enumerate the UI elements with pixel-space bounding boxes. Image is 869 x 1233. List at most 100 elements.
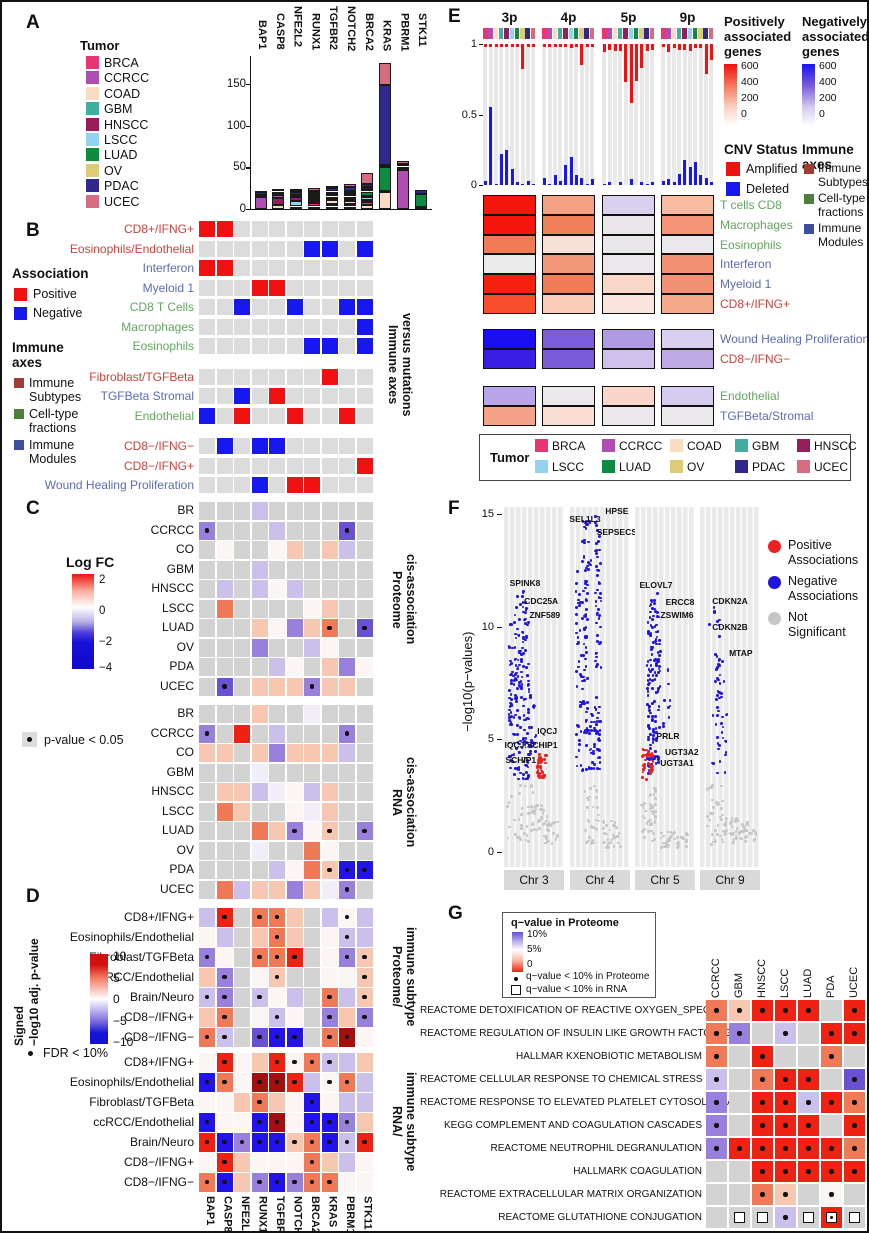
scatter-point — [584, 729, 587, 732]
signed-pvalue-cell — [321, 968, 338, 987]
scatter-point — [519, 603, 523, 607]
immune-axes-swatch-e — [804, 224, 814, 234]
scatter-point — [547, 821, 551, 825]
scatter-point — [658, 650, 662, 654]
g-dot-legend-swatch — [512, 975, 520, 983]
logfc-cell — [234, 599, 250, 618]
scatter-point — [588, 732, 592, 736]
association-cell — [356, 457, 373, 474]
scatter-point — [598, 548, 602, 552]
scatter-point — [518, 685, 522, 689]
scatter-point — [539, 774, 543, 778]
significance-dot — [737, 1146, 742, 1151]
association-cell — [304, 221, 320, 237]
logfc-cell — [269, 783, 285, 801]
association-cell — [356, 240, 373, 257]
cnv-immune-cell — [542, 195, 595, 215]
amplified-bar — [494, 44, 498, 47]
scatter-point — [721, 715, 724, 719]
scatter-point — [584, 635, 588, 639]
f-ytick-mark — [497, 852, 502, 854]
scatter-point — [598, 739, 602, 743]
scatter-point — [643, 748, 647, 752]
amplified-bar — [553, 44, 557, 47]
scatter-point — [594, 731, 598, 735]
scatter-point — [643, 828, 647, 832]
tumor-legend-label: PDAC — [104, 179, 139, 194]
signed-pvalue-tick-label: 5 — [113, 970, 120, 985]
g-legend-title: q−value in Proteome — [511, 917, 619, 929]
bar-segment — [325, 206, 338, 209]
scatter-point — [615, 825, 619, 829]
scatter-point — [680, 836, 683, 839]
scatter-point — [515, 671, 519, 675]
logfc-cell — [286, 560, 303, 579]
deleted-bar — [543, 177, 547, 185]
scatter-point — [729, 822, 732, 825]
scatter-point — [734, 835, 738, 838]
scatter-point — [710, 843, 714, 846]
scatter-point — [597, 617, 601, 621]
scatter-point — [584, 719, 588, 723]
amplified-bar — [569, 44, 573, 49]
scatter-point — [589, 558, 593, 562]
signed-pvalue-cell — [269, 1028, 285, 1047]
scatter-point — [652, 733, 655, 737]
cnv-immune-cell — [483, 234, 536, 255]
logfc-cell — [251, 677, 268, 696]
tumor-legend-label: BRCA — [104, 56, 139, 70]
significance-dot — [760, 1008, 765, 1013]
deleted-bar — [629, 179, 633, 185]
association-cell — [269, 388, 285, 404]
logfc-cell — [216, 822, 233, 840]
significance-dot — [783, 1192, 788, 1197]
amplified-bar — [574, 44, 578, 47]
immune-subtype-row-label: CD8−/IFNG− — [123, 1175, 194, 1189]
scatter-point — [535, 804, 539, 808]
scatter-point — [653, 699, 656, 703]
deleted-bar — [709, 182, 713, 185]
bar-segment — [254, 194, 267, 197]
scatter-point — [754, 830, 758, 834]
scatter-point — [516, 741, 520, 744]
pathway-cell — [752, 1023, 773, 1044]
significance-dot — [204, 1180, 210, 1185]
gene-column-label: BAP1 — [204, 1196, 216, 1226]
deleted-bar — [699, 175, 703, 185]
scatter-point — [522, 714, 526, 718]
significance-dot — [274, 1080, 280, 1085]
logfc-cell — [234, 658, 250, 676]
scatter-point — [708, 622, 712, 626]
logfc-cell — [216, 705, 233, 723]
logfc-cell — [339, 658, 355, 676]
logfc-cell — [356, 541, 373, 559]
scatter-point — [649, 610, 653, 614]
association-cell — [286, 299, 303, 315]
signed-pvalue-cell — [356, 908, 373, 927]
tumor-strip-square — [509, 28, 514, 39]
scatter-point — [648, 616, 652, 619]
logfc-cell — [199, 763, 215, 782]
scatter-point — [644, 758, 647, 762]
cnv-immune-cell — [602, 214, 655, 235]
logfc-cell — [304, 599, 320, 618]
scatter-point — [646, 660, 650, 663]
scatter-point — [583, 702, 586, 705]
scatter-point — [587, 798, 590, 802]
scatter-point — [718, 673, 722, 677]
scatter-point — [653, 625, 657, 628]
tumor-strip-square — [584, 28, 589, 39]
logfc-cell — [216, 560, 233, 579]
scatter-point — [583, 678, 586, 682]
g-colorbar-tick: 10% — [527, 929, 548, 940]
scatter-point — [717, 618, 721, 622]
bar-segment — [343, 194, 356, 197]
scatter-point — [718, 681, 722, 685]
scatter-point — [524, 611, 527, 615]
bar-segment — [254, 196, 267, 209]
scatter-point — [603, 840, 607, 844]
logfc-colorbar — [72, 574, 94, 669]
signed-pvalue-cell — [321, 908, 338, 927]
signed-pvalue-cell — [356, 1113, 373, 1132]
tumor-legend-label: HNSCC — [104, 117, 149, 132]
